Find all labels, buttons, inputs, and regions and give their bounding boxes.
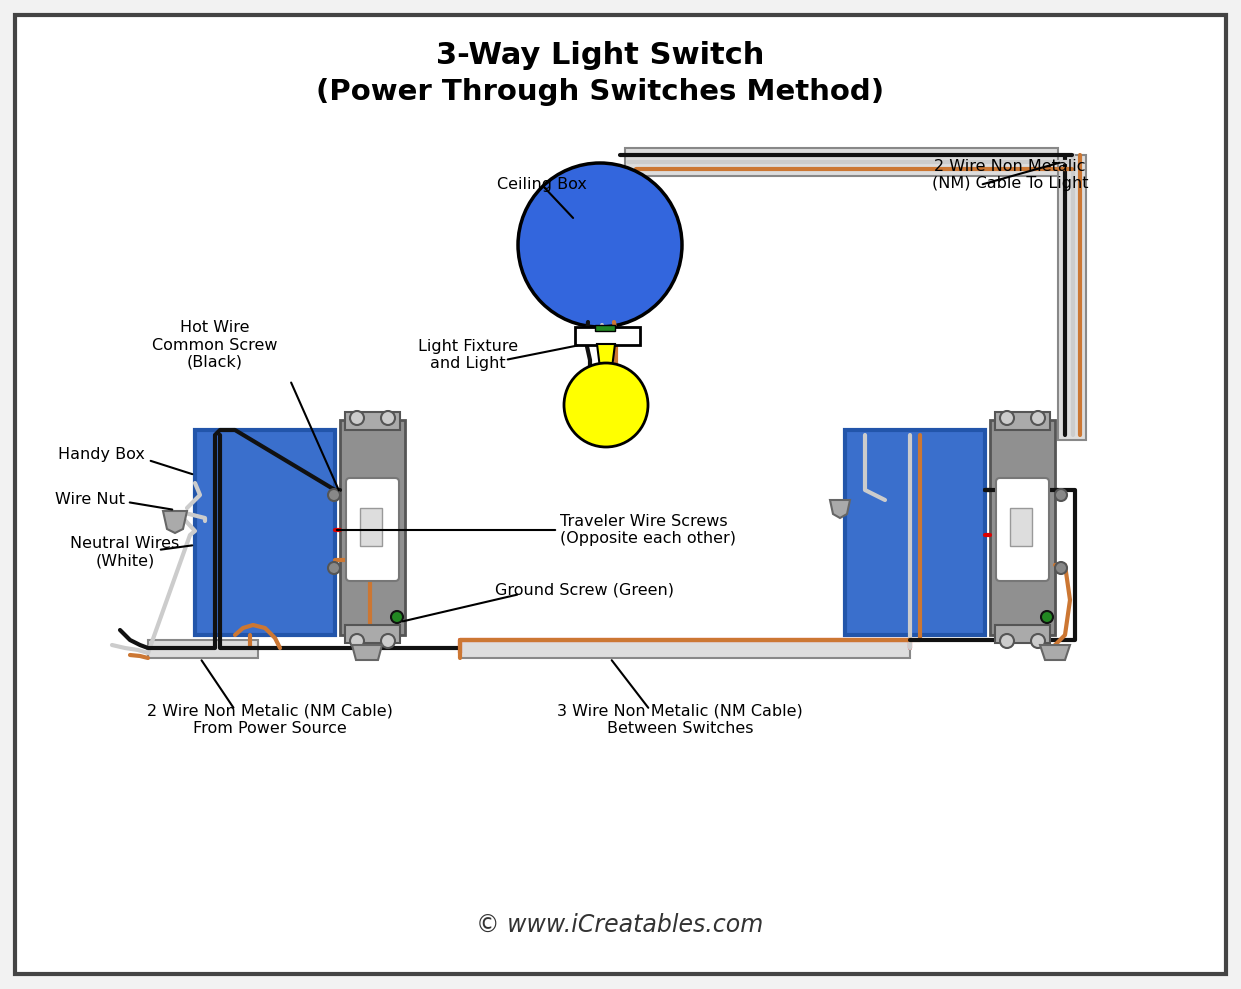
Bar (1010, 508, 1033, 546)
Bar (845, 430, 985, 635)
Text: Hot Wire
Common Screw
(Black): Hot Wire Common Screw (Black) (153, 320, 278, 370)
Bar (195, 430, 335, 635)
Circle shape (1000, 411, 1014, 425)
Circle shape (350, 634, 364, 648)
Circle shape (1031, 634, 1045, 648)
Text: 3 Wire Non Metalic (NM Cable)
Between Switches: 3 Wire Non Metalic (NM Cable) Between Sw… (557, 704, 803, 736)
Polygon shape (597, 344, 616, 368)
Circle shape (517, 163, 683, 327)
Circle shape (381, 411, 395, 425)
Circle shape (391, 611, 403, 623)
Circle shape (1000, 634, 1014, 648)
Text: © www.iCreatables.com: © www.iCreatables.com (477, 913, 763, 937)
Bar (345, 625, 400, 643)
Circle shape (350, 411, 364, 425)
Text: 3-Way Light Switch: 3-Way Light Switch (436, 41, 764, 69)
Circle shape (381, 634, 395, 648)
Circle shape (1031, 411, 1045, 425)
Bar (360, 508, 382, 546)
Polygon shape (830, 500, 850, 518)
Text: Ground Screw (Green): Ground Screw (Green) (495, 583, 674, 597)
Text: 2 Wire Non Metalic (NM Cable)
From Power Source: 2 Wire Non Metalic (NM Cable) From Power… (148, 704, 393, 736)
Text: Ceiling Box: Ceiling Box (498, 177, 587, 193)
Text: (Power Through Switches Method): (Power Through Switches Method) (316, 78, 884, 106)
FancyBboxPatch shape (997, 478, 1049, 581)
Text: Wire Nut: Wire Nut (55, 493, 125, 507)
Circle shape (328, 562, 340, 574)
Circle shape (563, 363, 648, 447)
Circle shape (1041, 611, 1054, 623)
Text: Neutral Wires
(White): Neutral Wires (White) (71, 536, 180, 569)
Polygon shape (163, 511, 187, 533)
Polygon shape (352, 645, 382, 660)
Bar (340, 420, 405, 635)
Text: 2 Wire Non Metalic
(NM) Cable To Light: 2 Wire Non Metalic (NM) Cable To Light (932, 159, 1088, 191)
Bar (995, 412, 1050, 430)
Circle shape (328, 489, 340, 501)
Polygon shape (1040, 645, 1070, 660)
Bar (594, 325, 616, 331)
FancyBboxPatch shape (346, 478, 400, 581)
Bar (345, 412, 400, 430)
Circle shape (1055, 489, 1067, 501)
Bar (625, 148, 1059, 176)
Circle shape (1055, 562, 1067, 574)
Text: Traveler Wire Screws
(Opposite each other): Traveler Wire Screws (Opposite each othe… (560, 514, 736, 546)
Bar (575, 327, 640, 345)
Bar (1059, 155, 1086, 440)
Bar (995, 625, 1050, 643)
Bar (148, 640, 258, 658)
Bar (460, 640, 910, 658)
Text: Light Fixture
and Light: Light Fixture and Light (418, 339, 517, 371)
Text: Handy Box: Handy Box (58, 447, 145, 463)
Bar (990, 420, 1055, 635)
